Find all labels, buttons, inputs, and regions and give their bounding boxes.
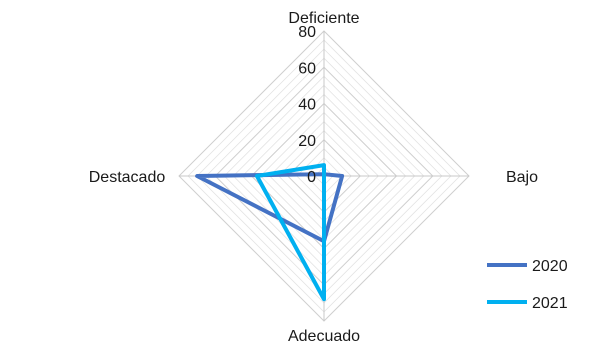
series-line-2020 [195, 172, 345, 244]
tick-label: 60 [298, 60, 316, 77]
tick-label: 80 [298, 24, 316, 41]
category-label-bajo: Bajo [506, 169, 538, 186]
tick-label: 0 [307, 169, 316, 186]
category-label-destacado: Destacado [89, 169, 166, 186]
legend: 2020 2021 [487, 258, 568, 312]
legend-label-2021: 2021 [532, 295, 568, 312]
series [195, 163, 345, 302]
series-line-2021 [254, 163, 326, 302]
category-label-adecuado: Adecuado [288, 328, 360, 345]
tick-label: 40 [298, 97, 316, 114]
legend-label-2020: 2020 [532, 258, 568, 275]
tick-label: 20 [298, 133, 316, 150]
category-label-deficiente: Deficiente [288, 10, 359, 27]
